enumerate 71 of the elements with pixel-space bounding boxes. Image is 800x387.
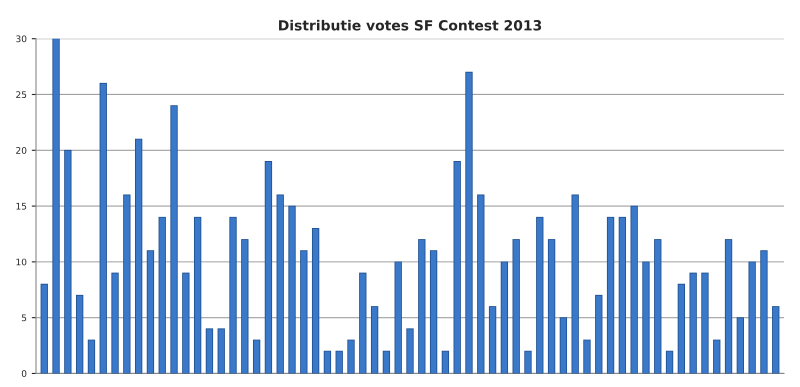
bar [312, 228, 320, 374]
bar [666, 350, 674, 374]
y-tick-label: 25 [16, 91, 26, 98]
bar [736, 317, 744, 374]
bar [158, 216, 166, 374]
y-tick-label: 10 [16, 258, 26, 266]
bar [572, 194, 579, 374]
bar [64, 150, 72, 374]
bar [206, 328, 214, 374]
y-tick-label: 0 [22, 370, 26, 378]
bar [760, 250, 768, 374]
bar [170, 105, 178, 374]
bar [252, 340, 260, 374]
bar [382, 350, 390, 374]
bar [111, 272, 119, 374]
bar [642, 261, 650, 374]
bar [100, 82, 107, 374]
bar [524, 350, 532, 374]
y-tick-label: 5 [22, 314, 26, 322]
bar [465, 72, 473, 374]
bar [654, 239, 662, 374]
bar [88, 340, 96, 374]
bar [560, 317, 568, 374]
bar [406, 328, 414, 374]
bar [606, 216, 614, 374]
bar [146, 250, 154, 374]
bar [630, 206, 638, 374]
bar [713, 340, 720, 374]
bar [394, 261, 402, 374]
bar [678, 284, 686, 374]
chart-title: Distributie votes SF Contest 2013 [279, 20, 542, 31]
bar [477, 194, 484, 374]
bar [218, 328, 225, 374]
y-tick-label: 20 [16, 147, 26, 154]
bar [454, 161, 461, 374]
bar [500, 261, 508, 374]
bar [123, 194, 131, 374]
bar [724, 239, 732, 374]
bar [276, 194, 284, 374]
bar [347, 340, 355, 374]
bar [595, 294, 602, 374]
bar [442, 350, 450, 374]
y-tick-label: 30 [16, 35, 26, 42]
bar [370, 306, 378, 374]
bar [241, 239, 248, 374]
bar [76, 294, 84, 374]
bar [359, 272, 366, 374]
bar [418, 239, 426, 374]
bar [488, 306, 496, 374]
bar [194, 216, 202, 374]
bar [134, 138, 142, 374]
y-tick-label: 15 [16, 202, 26, 210]
bar [748, 261, 756, 374]
bar [536, 216, 544, 374]
bar [229, 216, 237, 374]
bar [40, 284, 48, 374]
bar [52, 38, 60, 374]
bar [772, 306, 780, 374]
bar [324, 350, 332, 374]
bar [689, 272, 697, 374]
bar [336, 350, 343, 374]
bar [300, 250, 308, 374]
bar [701, 272, 709, 374]
bar [288, 206, 296, 374]
bar [512, 239, 520, 374]
bar [583, 340, 591, 374]
bar [264, 161, 272, 374]
bar [548, 239, 556, 374]
bar [430, 250, 438, 374]
bar [618, 216, 626, 374]
bar [182, 272, 190, 374]
